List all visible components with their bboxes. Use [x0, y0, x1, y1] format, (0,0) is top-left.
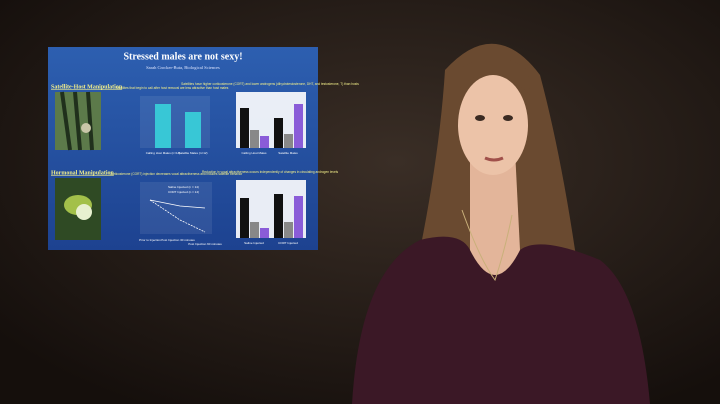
- slide-title: Stressed males are not sexy!: [123, 51, 242, 62]
- line: [149, 199, 206, 209]
- section-heading: Hormonal Manipulation: [51, 170, 115, 176]
- photo-detail: [81, 123, 91, 133]
- bar: [240, 198, 249, 238]
- bar: [250, 222, 259, 238]
- axis-label: Saline Injected: [244, 241, 264, 245]
- bar: [260, 228, 269, 238]
- bar: [260, 136, 269, 148]
- presenter: [352, 43, 650, 404]
- necklace: [461, 209, 513, 282]
- axis-label: Satellite Males (n=12): [178, 151, 207, 155]
- eye: [503, 115, 513, 121]
- axis-label: Satellite Males: [278, 151, 298, 155]
- axis-label: Prior to Injection: [139, 238, 161, 242]
- hair-front: [458, 57, 530, 95]
- neck: [470, 150, 520, 275]
- bar: [284, 134, 293, 148]
- slide: Stressed males are not sexy! Sarah Crock…: [48, 47, 359, 250]
- panel-caption: Corticosterone (CORT) injection decrease…: [110, 172, 244, 176]
- axis-label: CORT Injected: [278, 241, 298, 245]
- bar: [250, 130, 259, 148]
- line: [149, 199, 206, 233]
- slide-author: Sarah Crocker-Buta, Biological Sciences: [146, 65, 220, 71]
- bar: [284, 222, 293, 238]
- section-heading: Satellite-Host Manipulation: [51, 84, 123, 90]
- bar: [155, 104, 171, 148]
- photo-detail: [60, 91, 94, 151]
- photo-detail: [76, 204, 92, 220]
- bar: [274, 194, 283, 238]
- bar: [240, 108, 249, 148]
- bar: [274, 118, 283, 148]
- mouth: [484, 156, 504, 162]
- axis-label: Post Injection 60 minutes: [188, 242, 222, 246]
- axis-label: Calling Host Males (n=14): [146, 151, 181, 155]
- bar: [294, 196, 303, 238]
- panel-caption: Satellites that begin to call after host…: [116, 86, 229, 90]
- bar: [185, 112, 201, 148]
- axis-label: Post Injection 30 minutes: [161, 238, 195, 242]
- bar: [294, 104, 303, 148]
- face: [458, 75, 528, 175]
- panel-caption: Reduction in vocal attractiveness occurs…: [202, 170, 338, 174]
- axis-label: Calling Host Males: [241, 151, 267, 155]
- top: [352, 236, 650, 404]
- panel-caption: Satellites have higher corticosterone (C…: [181, 82, 359, 86]
- legend-entry: Saline Injected (n = 14): [168, 185, 199, 189]
- eye: [475, 115, 485, 121]
- legend-entry: CORT Injected (n = 14): [168, 190, 199, 194]
